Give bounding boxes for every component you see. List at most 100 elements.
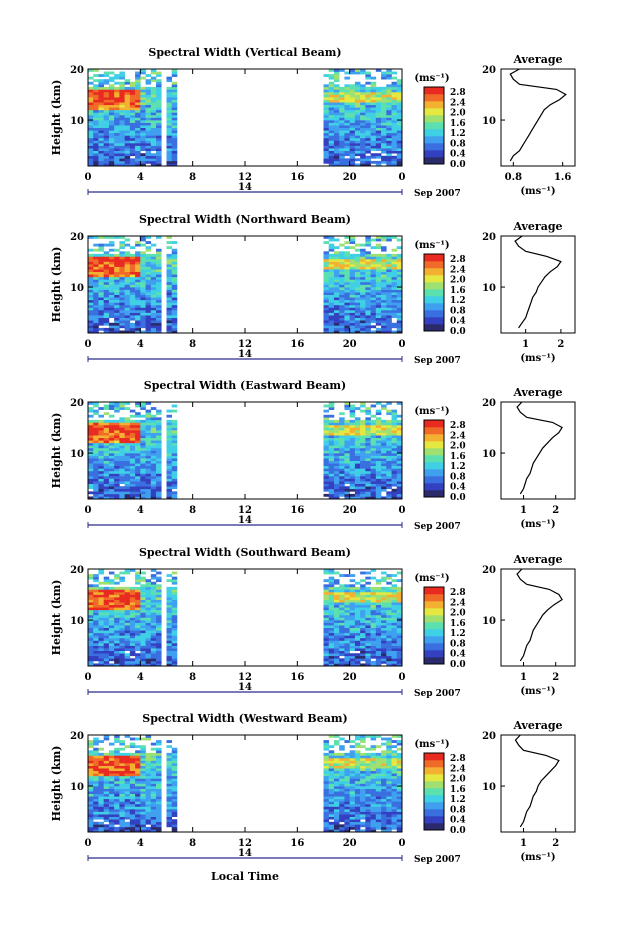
heatmap-cell [166,806,173,810]
heatmap-cell [381,435,387,439]
heatmap-cell [360,409,366,413]
heatmap-cell [98,299,104,303]
heatmap-cell [349,468,356,472]
heatmap-cell [145,579,152,583]
heatmap-cell [333,581,340,585]
heatmap-cell [114,445,120,449]
heatmap-cell [360,463,366,467]
heatmap-cell [349,591,356,595]
heatmap-cell [93,120,99,123]
heatmap-cell [103,755,110,759]
heatmap-cell [349,289,356,293]
heatmap-cell [386,589,392,593]
heatmap-cell [135,786,141,789]
heatmap-cell [135,155,141,159]
heatmap-cell [171,655,178,659]
heatmap-cell [108,150,115,154]
heatmap-cell [156,783,162,787]
heatmap-cell [140,602,146,606]
heatmap-cell [124,770,131,774]
heatmap-cell [365,122,371,126]
heatmap-cell [103,287,110,290]
heatmap-cell [344,307,350,311]
heatmap-cell [108,798,115,802]
heatmap-cell [386,266,392,270]
heatmap-cell [386,132,392,136]
heatmap-cell [98,440,104,444]
heatmap-cell [360,653,366,657]
colorbar-swatch [424,317,444,325]
heatmap-cell [156,274,162,278]
heatmap-cell [98,740,104,743]
heatmap-cell [93,292,99,296]
heatmap-cell [145,327,152,331]
heatmap-cell [375,599,382,603]
heatmap-cell [124,256,131,260]
heatmap-cell [135,737,141,741]
heatmap-cell [365,442,371,446]
heatmap-cell [333,99,340,103]
colorbar-swatch [424,455,444,463]
heatmap-cell [103,71,110,75]
heatmap-cell [328,307,335,311]
heatmap-cell [375,104,382,108]
heatmap-cell [391,468,398,472]
heatmap-cell [129,607,136,611]
heatmap-cell [156,798,162,802]
heatmap-cell [135,778,141,782]
heatmap-cell [386,145,392,149]
colorbar-swatch [424,643,444,651]
heatmap-cell [150,453,157,456]
heatmap-cell [339,269,345,273]
heatmap-cell [88,773,94,777]
heatmap-cell [124,609,131,613]
heatmap-cell [354,315,361,318]
heatmap-cell [171,409,178,413]
heatmap-cell [124,763,131,766]
heatmap-cell [354,276,361,280]
heatmap-cell [129,135,136,139]
heatmap-cell [391,135,398,139]
heatmap-cell [103,614,110,618]
heatmap-cell [140,297,146,301]
heatmap-cell [135,798,141,802]
heatmap-cell [103,132,110,136]
heatmap-cell [114,597,120,600]
heatmap-cell [93,312,99,316]
heatmap-cell [98,246,104,250]
heatmap-cell [166,330,173,334]
heatmap-cell [88,755,94,759]
heatmap-cell [135,597,141,600]
heatmap-cell [381,269,387,273]
heatmap-cell [171,432,178,436]
heatmap-cell [370,617,377,621]
heatmap-cell [386,597,392,600]
heatmap-cell [339,465,345,469]
heatmap-cell [98,793,104,797]
heatmap-cell [145,826,152,830]
heatmap-cell [166,117,173,121]
heatmap-cell [103,137,110,141]
heatmap-cell [124,407,131,410]
colorbar-tick-label: 2.8 [450,588,466,598]
heatmap-cell [396,481,403,484]
heatmap-cell [344,435,350,439]
heatmap-cell [135,276,141,280]
heatmap-cell [328,114,335,118]
heatmap-cell [396,648,403,651]
heatmap-cell [129,445,136,449]
heatmap-cell [386,617,392,621]
heatmap-cell [381,650,387,654]
heatmap-cell [129,246,136,250]
heatmap-cells [88,69,403,167]
heatmap-cell [365,620,371,623]
heatmap-cell [339,292,345,296]
heatmap-cell [108,460,115,464]
heatmap-cell [119,663,125,667]
heatmap-cell [333,327,340,331]
heatmap-cell [375,604,382,608]
heatmap-cell [166,127,173,131]
heatmap-cell [391,481,398,484]
heatmap-cell [114,104,120,108]
heatmap-cell [386,281,392,285]
